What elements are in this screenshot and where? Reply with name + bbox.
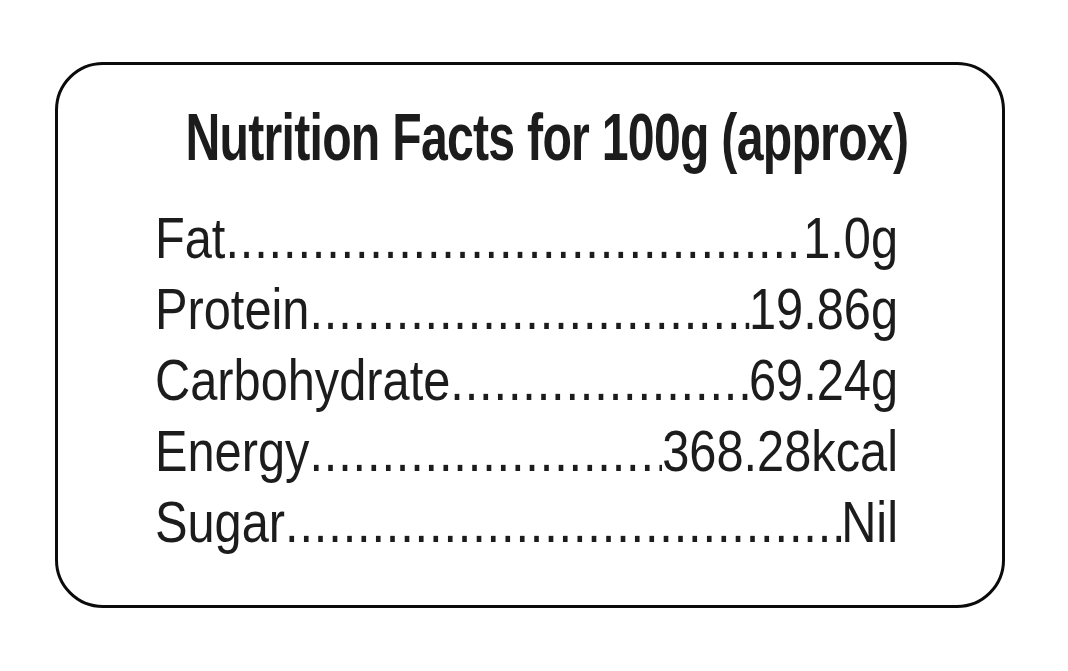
nutrient-name: Protein xyxy=(155,274,309,345)
nutrient-value: 1.0g xyxy=(803,203,898,274)
nutrient-value: 69.24g xyxy=(749,345,898,416)
dot-leader: ........................................… xyxy=(225,203,803,274)
nutrient-row: Carbohydrate ...........................… xyxy=(155,345,898,416)
nutrition-title: Nutrition Facts for 100g (approx) xyxy=(185,99,874,175)
nutrient-value: 368.28kcal xyxy=(662,416,898,487)
nutrient-name: Fat xyxy=(155,203,225,274)
nutrient-name: Energy xyxy=(155,416,309,487)
dot-leader: ........................................… xyxy=(450,345,749,416)
nutrient-name: Sugar xyxy=(155,487,285,558)
dot-leader: ........................................… xyxy=(309,416,662,487)
dot-leader: ........................................… xyxy=(285,487,841,558)
nutrient-row: Fat ....................................… xyxy=(155,203,898,274)
nutrient-value: Nil xyxy=(841,487,898,558)
nutrient-row: Protein ................................… xyxy=(155,274,898,345)
nutrient-row: Sugar ..................................… xyxy=(155,487,898,558)
nutrient-name: Carbohydrate xyxy=(155,345,450,416)
nutrient-value: 19.86g xyxy=(749,274,898,345)
page: Nutrition Facts for 100g (approx) Fat ..… xyxy=(0,0,1068,671)
dot-leader: ........................................… xyxy=(309,274,749,345)
nutrition-rows: Fat ....................................… xyxy=(155,203,898,558)
nutrient-row: Energy .................................… xyxy=(155,416,898,487)
nutrition-facts-label: Nutrition Facts for 100g (approx) Fat ..… xyxy=(55,62,1005,608)
